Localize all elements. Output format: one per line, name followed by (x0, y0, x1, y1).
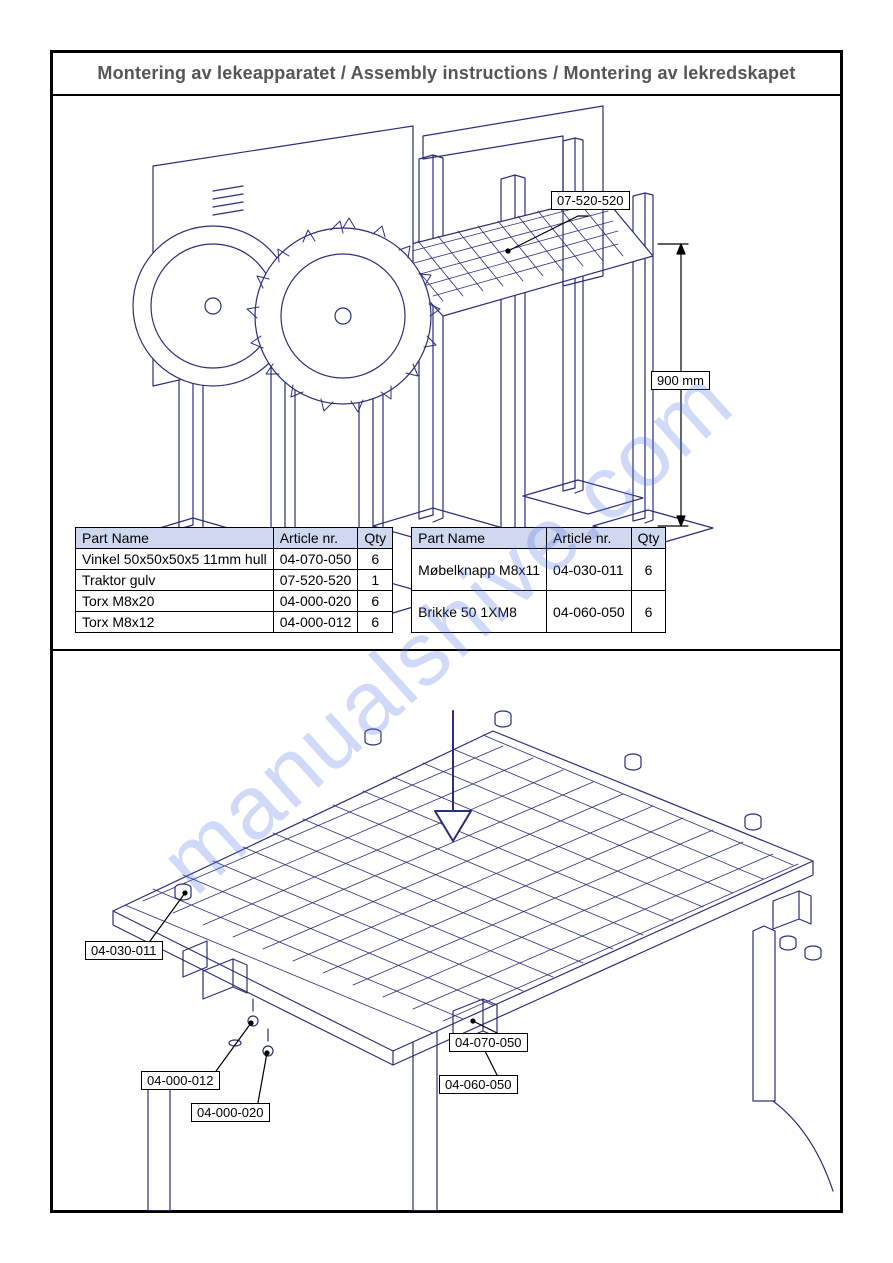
callout-washer: 04-060-050 (439, 1075, 518, 1094)
callout-knob: 04-030-011 (85, 941, 163, 960)
callout-torx12: 04-000-012 (141, 1071, 220, 1090)
panel-platform-detail: 04-030-011 04-000-012 04-000-020 04-070-… (53, 651, 840, 1211)
table-row: Brikke 50 1XM8 04-060-050 6 (412, 591, 666, 633)
col-qty: Qty (631, 528, 666, 549)
callout-bracket: 04-070-050 (449, 1033, 528, 1052)
parts-table-right: Part Name Article nr. Qty Møbelknapp M8x… (411, 527, 666, 633)
table-row: Møbelknapp M8x11 04-030-011 6 (412, 549, 666, 591)
col-qty: Qty (358, 528, 393, 549)
dimension-height: 900 mm (651, 371, 710, 390)
col-article: Article nr. (547, 528, 632, 549)
parts-table-left: Part Name Article nr. Qty Vinkel 50x50x5… (75, 527, 393, 633)
parts-tables: Part Name Article nr. Qty Vinkel 50x50x5… (75, 527, 818, 633)
table-row: Vinkel 50x50x50x5 11mm hull 04-070-050 6 (76, 549, 393, 570)
col-partname: Part Name (76, 528, 274, 549)
page-frame: Montering av lekeapparatet / Assembly in… (50, 50, 843, 1213)
callout-torx20: 04-000-020 (191, 1103, 270, 1122)
col-article: Article nr. (273, 528, 358, 549)
page-title: Montering av lekeapparatet / Assembly in… (53, 53, 840, 96)
table-row: Traktor gulv 07-520-520 1 (76, 570, 393, 591)
col-partname: Part Name (412, 528, 547, 549)
callout-platform: 07-520-520 (551, 191, 630, 210)
panel-assembly-overview: 07-520-520 900 mm Part Name Article nr. … (53, 96, 840, 651)
table-row: Torx M8x12 04-000-012 6 (76, 612, 393, 633)
table-row: Torx M8x20 04-000-020 6 (76, 591, 393, 612)
